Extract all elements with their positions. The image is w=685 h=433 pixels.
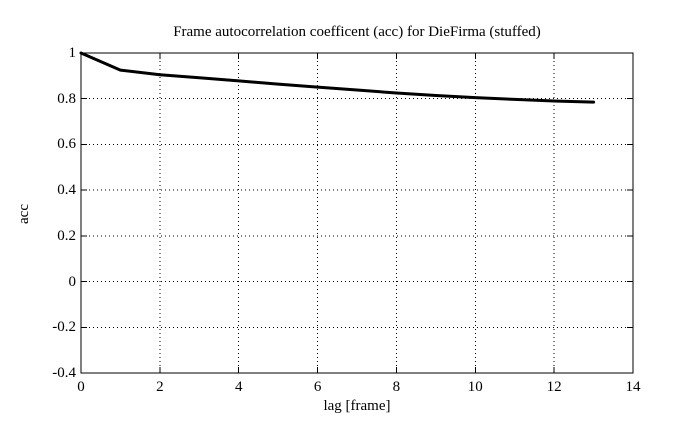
- y-tick-label: 0.8: [57, 90, 76, 107]
- y-tick-label: 1: [68, 45, 77, 61]
- y-tick-label: -0.4: [52, 365, 76, 381]
- x-tick-label: 6: [313, 379, 322, 395]
- y-tick-label: 0.4: [57, 182, 76, 199]
- y-tick-label: 0: [68, 273, 77, 290]
- x-axis-label: lag [frame]: [323, 398, 391, 414]
- chart-title: Frame autocorrelation coefficent (acc) f…: [173, 24, 541, 40]
- x-tick-label: 12: [546, 379, 562, 395]
- x-tick-label: 14: [625, 379, 641, 395]
- plot-border: [80, 52, 634, 374]
- x-tick-label: 2: [156, 379, 164, 395]
- y-tick-label: -0.2: [52, 319, 76, 336]
- x-tick-label: 8: [392, 379, 401, 395]
- acc-curve: [79, 51, 596, 104]
- x-tick-label: 0: [77, 379, 85, 395]
- x-tick-label: 10: [467, 379, 483, 395]
- x-tick-label: 4: [234, 379, 243, 395]
- y-axis-label: acc: [16, 204, 32, 224]
- y-tick-label: 0.6: [57, 136, 76, 153]
- y-tick-label: 0.2: [57, 227, 76, 244]
